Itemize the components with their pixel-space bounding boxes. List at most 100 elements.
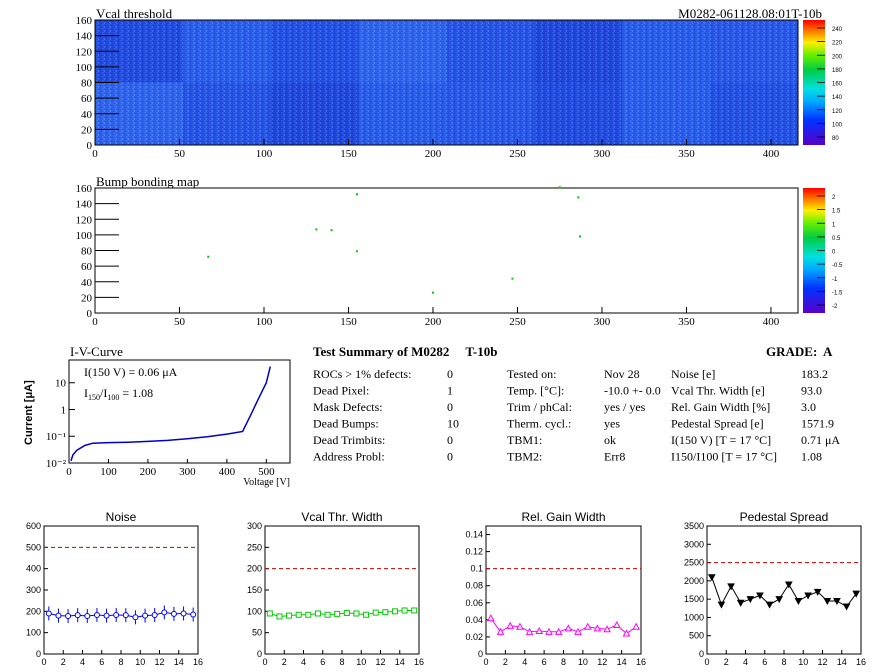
summary-value: Nov 28 bbox=[604, 367, 640, 381]
dead-bump-dot bbox=[579, 235, 582, 238]
dead-bump-dot bbox=[558, 186, 561, 189]
summary-label: Vcal Thr. Width [e] bbox=[671, 384, 765, 398]
y-tick-label: 0.12 bbox=[465, 547, 483, 557]
data-point bbox=[535, 626, 544, 634]
data-point bbox=[794, 597, 803, 606]
data-point bbox=[765, 601, 774, 609]
y-tick-label: 300 bbox=[26, 585, 41, 595]
data-point bbox=[401, 607, 408, 614]
y-tick-label: 0 bbox=[257, 649, 262, 659]
y-tick-label: 100 bbox=[26, 628, 41, 638]
y-tick-label: 140 bbox=[76, 31, 93, 43]
summary-label: ROCs > 1% defects: bbox=[313, 367, 411, 381]
x-tick-label: 8 bbox=[118, 657, 123, 667]
iv-x-tick-label: 400 bbox=[219, 466, 236, 478]
x-tick-label: 8 bbox=[561, 657, 566, 667]
palette-tick-label: -2 bbox=[832, 304, 838, 310]
x-tick-label: 50 bbox=[174, 148, 186, 160]
summary-value: -10.0 +- 0.0 bbox=[604, 384, 661, 398]
summary-value: yes bbox=[604, 417, 620, 431]
y-tick-label: 100 bbox=[76, 62, 93, 74]
data-point bbox=[93, 611, 100, 618]
x-tick-label: 10 bbox=[578, 657, 588, 667]
y-tick-label: 0 bbox=[87, 140, 93, 152]
iv-curve-plot: I-V-Curve Current [μA] Voltage [V] 0 100 2… bbox=[23, 344, 291, 488]
x-tick-label: 0 bbox=[262, 657, 267, 667]
data-point bbox=[84, 613, 91, 620]
x-tick-label: 6 bbox=[320, 657, 325, 667]
iv-y-tick-label: 10 bbox=[55, 378, 67, 390]
chart-title: Vcal Thr. Width bbox=[301, 510, 382, 524]
data-point bbox=[314, 610, 321, 617]
summary-label: I150/I100 [T = 17 °C] bbox=[671, 450, 777, 464]
data-point bbox=[113, 611, 120, 618]
y-tick-label: 60 bbox=[81, 261, 93, 273]
x-tick-label: 400 bbox=[763, 148, 780, 160]
summary-title: Test Summary of M0282 T-10b bbox=[313, 344, 497, 359]
dead-bump-dot bbox=[355, 193, 358, 196]
y-tick-label: 60 bbox=[81, 93, 93, 105]
x-tick-label: 4 bbox=[743, 657, 748, 667]
palette-tick-label: -1 bbox=[832, 277, 838, 283]
x-tick-label: 14 bbox=[617, 657, 627, 667]
x-tick-label: 350 bbox=[678, 316, 695, 328]
x-tick-label: 12 bbox=[154, 657, 164, 667]
iv-x-tick-label: 300 bbox=[179, 466, 196, 478]
summary-value: yes / yes bbox=[604, 400, 646, 414]
bump-bonding-map: Bump bonding map 0 50 100 150 200 250 300 350 40… bbox=[76, 174, 844, 328]
x-tick-label: 14 bbox=[174, 657, 184, 667]
x-tick-label: 16 bbox=[193, 657, 203, 667]
y-tick-label: 80 bbox=[81, 78, 93, 90]
data-point bbox=[170, 610, 177, 617]
y-tick-label: 2500 bbox=[684, 558, 704, 568]
data-point bbox=[411, 607, 418, 614]
summary-value: 93.0 bbox=[801, 384, 822, 398]
bump-map-title: Bump bonding map bbox=[96, 174, 199, 189]
summary-value: Err8 bbox=[604, 450, 625, 464]
y-tick-label: 50 bbox=[252, 628, 262, 638]
data-point bbox=[603, 625, 611, 633]
data-point bbox=[103, 612, 110, 619]
data-point bbox=[382, 609, 389, 616]
data-point bbox=[525, 627, 534, 635]
dead-bump-dot bbox=[577, 196, 580, 199]
summary-value: 1571.9 bbox=[801, 417, 834, 431]
x-tick-label: 10 bbox=[135, 657, 145, 667]
y-tick-label: 0.04 bbox=[465, 615, 483, 625]
y-tick-label: 160 bbox=[76, 15, 93, 27]
palette-tick-label: -1.5 bbox=[832, 290, 843, 296]
x-tick-label: 350 bbox=[678, 148, 695, 160]
summary-label: Dead Pixel: bbox=[313, 384, 369, 398]
data-point bbox=[151, 611, 158, 618]
data-point bbox=[55, 612, 62, 619]
data-point bbox=[372, 609, 379, 616]
data-point bbox=[122, 612, 129, 619]
data-point bbox=[833, 597, 841, 606]
data-point bbox=[363, 611, 370, 618]
dead-bump-dot bbox=[431, 291, 434, 294]
y-tick-label: 400 bbox=[26, 564, 41, 574]
data-point bbox=[142, 612, 149, 619]
chart-vcal-thr-width: Vcal Thr. Width 0 2 4 6 8 10 12 14 16 0 50 100 150 200… bbox=[247, 510, 424, 667]
y-tick-label: 0 bbox=[699, 649, 704, 659]
y-tick-label: 1500 bbox=[684, 594, 704, 604]
x-tick-label: 150 bbox=[340, 316, 357, 328]
data-point bbox=[391, 608, 398, 615]
summary-label: Therm. cycl.: bbox=[507, 417, 571, 431]
y-tick-label: 0.14 bbox=[465, 530, 483, 540]
x-tick-label: 2 bbox=[724, 657, 729, 667]
summary-label: Trim / phCal: bbox=[507, 400, 572, 414]
chart-pedestal-spread: Pedestal Spread 0 2 4 6 8 10 12 14 16 0 500 1000 1500… bbox=[684, 510, 866, 667]
summary-value: 10 bbox=[447, 417, 459, 431]
iv-x-tick-label: 0 bbox=[66, 466, 72, 478]
module-id: M0282-061128.08:01T-10b bbox=[678, 6, 822, 21]
data-point bbox=[717, 601, 726, 609]
data-point bbox=[266, 610, 273, 617]
summary-value: 1.08 bbox=[801, 450, 822, 464]
data-point bbox=[295, 611, 302, 618]
data-point bbox=[276, 613, 283, 620]
vcal-palette bbox=[803, 20, 825, 145]
palette-tick-label: 0 bbox=[832, 250, 836, 256]
data-point bbox=[813, 588, 822, 596]
y-tick-label: 0 bbox=[36, 649, 41, 659]
